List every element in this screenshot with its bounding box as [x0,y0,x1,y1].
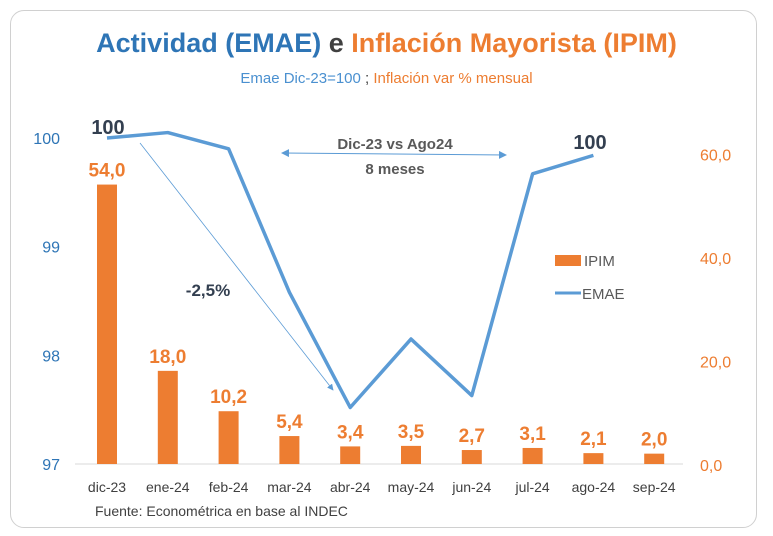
ipim-bar [401,445,421,464]
x-tick-label: feb-24 [209,479,249,495]
right-axis-tick: 0,0 [700,458,722,475]
title-ipim: Inflación Mayorista (IPIM) [351,28,677,58]
left-axis-tick: 100 [33,131,60,148]
ipim-bar [218,411,239,464]
title-connector: e [328,28,344,58]
left-axis-tick: 97 [42,457,60,474]
chart-title: Actividad (EMAE) e Inflación Mayorista (… [0,28,773,59]
left-axis-tick: 98 [42,348,60,365]
emae-line [106,130,594,410]
legend-ipim-label: IPIM [584,253,615,270]
ipim-data-label: 3,1 [519,424,546,445]
x-tick-label: dic-23 [88,479,126,495]
ipim-bar [461,450,482,464]
subtitle-emae: Emae Dic-23=100 [240,70,361,87]
x-tick-label: sep-24 [633,479,676,495]
change-arrow [139,142,334,391]
period-arrow [281,149,507,159]
x-tick-label: may-24 [388,479,435,495]
ipim-bar [583,453,604,464]
change-label: -2,5% [186,281,230,300]
legend-ipim-swatch [555,255,581,266]
right-axis-tick: 60,0 [700,148,731,165]
chart-subtitle: Emae Dic-23=100 ; Inflación var % mensua… [0,70,773,87]
subtitle-sep: ; [365,70,370,87]
ipim-bar [644,453,665,464]
ipim-data-label: 54,0 [89,161,126,182]
ipim-bar [340,446,361,464]
ipim-bar [279,436,300,464]
ipim-data-label: 18,0 [149,347,186,368]
right-axis-tick: 40,0 [700,251,731,268]
ipim-data-label: 3,5 [398,422,425,443]
period-label: Dic-23 vs Ago24 [337,136,453,153]
ipim-data-label: 5,4 [276,412,303,433]
ipim-data-label: 10,2 [210,387,247,408]
ipim-bar [522,447,543,464]
period-months: 8 meses [365,161,424,178]
title-emae: Actividad (EMAE) [96,28,322,58]
right-axis-tick: 20,0 [700,355,731,372]
x-tick-label: ene-24 [146,479,190,495]
ipim-data-label: 3,4 [337,422,364,443]
x-tick-label: abr-24 [330,479,371,495]
subtitle-ipim: Inflación var % mensual [373,70,533,87]
source-note: Fuente: Econométrica en base al INDEC [95,503,348,519]
end-label: 100 [573,132,606,154]
left-axis-tick: 99 [42,240,60,257]
ipim-data-label: 2,0 [641,430,667,451]
x-tick-label: ago-24 [572,479,616,495]
x-tick-label: jun-24 [451,479,491,495]
x-tick-label: mar-24 [267,479,312,495]
ipim-data-label: 2,7 [459,426,485,447]
x-tick-label: jul-24 [514,479,549,495]
ipim-bar [97,184,117,465]
ipim-data-label: 2,1 [580,429,607,450]
start-label: 100 [91,117,124,139]
legend-emae-label: EMAE [582,286,625,303]
ipim-bar [157,370,178,464]
chart-frame [10,10,757,528]
